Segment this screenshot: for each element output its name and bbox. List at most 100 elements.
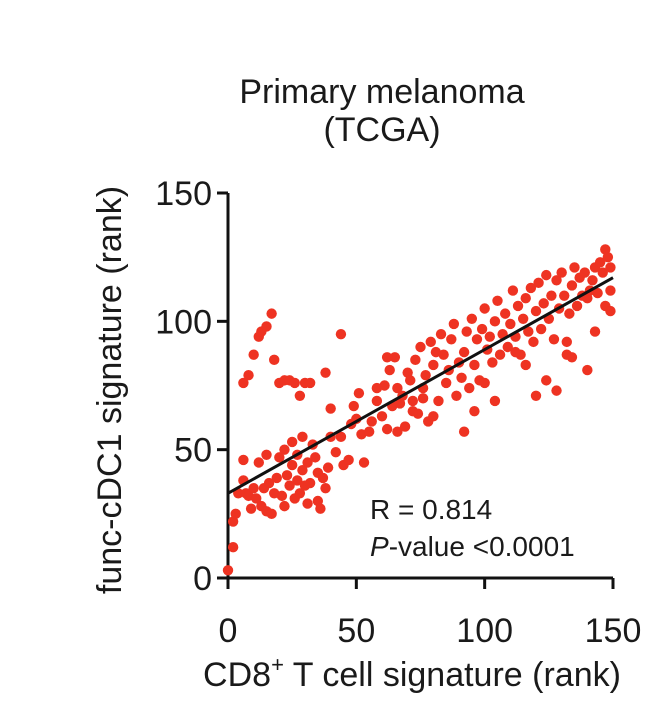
data-point [381, 352, 393, 363]
data-point [381, 423, 393, 435]
data-point [230, 508, 241, 520]
data-point [353, 388, 365, 399]
data-point [589, 326, 601, 337]
data-point [433, 395, 444, 407]
data-point [546, 290, 557, 301]
data-point [533, 277, 544, 289]
data-point [399, 421, 411, 432]
data-point [389, 352, 401, 363]
pvalue-annotation: P-value <0.0001 [370, 531, 575, 562]
data-point [371, 395, 383, 407]
y-tick-label: 150 [155, 175, 212, 213]
data-point [458, 426, 470, 437]
data-point [417, 393, 429, 404]
data-point [284, 480, 295, 491]
data-point [605, 262, 616, 273]
data-point [535, 323, 547, 335]
data-point [310, 452, 321, 463]
data-point [548, 334, 560, 345]
data-point [428, 359, 439, 371]
data-point [376, 411, 388, 422]
data-point [551, 275, 562, 286]
data-point [335, 328, 347, 340]
data-point [269, 354, 280, 366]
data-points [222, 244, 616, 576]
data-point [551, 385, 562, 396]
data-point [451, 390, 462, 401]
data-point [592, 287, 603, 299]
y-tick-label: 50 [174, 432, 212, 470]
data-point [520, 293, 531, 304]
data-point [274, 452, 285, 463]
data-point [294, 488, 306, 499]
data-point [510, 346, 521, 358]
x-tick-label: 50 [337, 612, 375, 650]
data-point [253, 457, 264, 468]
data-point [405, 375, 416, 386]
data-point [261, 321, 272, 332]
data-point [238, 454, 249, 466]
data-point [271, 472, 282, 484]
data-point [438, 349, 449, 360]
data-point [479, 303, 490, 314]
data-point [302, 498, 313, 509]
data-point [502, 341, 513, 353]
data-point [469, 359, 480, 371]
data-point [458, 346, 470, 358]
data-point [525, 282, 537, 294]
data-point [476, 323, 488, 335]
data-point [243, 370, 254, 381]
data-point [446, 334, 457, 345]
data-point [304, 477, 316, 489]
data-point [448, 318, 460, 330]
data-point [528, 336, 539, 348]
data-point [392, 426, 403, 437]
data-point [366, 416, 377, 427]
data-point [281, 470, 293, 481]
data-point [530, 305, 542, 317]
data-point [466, 313, 478, 324]
data-point [289, 377, 300, 389]
data-point [605, 285, 616, 296]
data-point [500, 308, 511, 319]
data-point [523, 326, 534, 337]
data-point [556, 267, 567, 278]
data-point [335, 431, 347, 443]
data-point [425, 336, 436, 348]
data-point [266, 508, 277, 520]
data-point [464, 382, 475, 394]
data-point [320, 367, 331, 378]
data-point [579, 267, 590, 278]
data-point [564, 308, 575, 319]
data-point [512, 300, 524, 312]
data-point [487, 357, 498, 368]
x-tick-label: 150 [585, 612, 642, 650]
data-point [330, 447, 341, 458]
data-point [222, 565, 234, 576]
data-point [469, 405, 480, 417]
regression-line [227, 276, 614, 495]
data-point [286, 436, 298, 448]
data-point [248, 482, 259, 494]
data-point [541, 269, 552, 281]
data-point [320, 482, 331, 494]
data-point [315, 503, 326, 514]
data-point [479, 377, 490, 389]
data-point [263, 477, 275, 489]
data-point [484, 331, 495, 342]
y-tick-label: 0 [193, 560, 212, 598]
data-point [292, 475, 303, 486]
data-point [440, 377, 452, 389]
data-point [294, 390, 306, 401]
data-point [286, 459, 298, 471]
x-tick-label: 0 [219, 612, 238, 650]
chart-title-line1: Primary melanoma [239, 73, 524, 111]
chart-title-line2: (TCGA) [323, 111, 440, 149]
data-point [507, 285, 519, 296]
data-point [371, 382, 383, 394]
data-point [489, 316, 501, 327]
data-point [566, 352, 578, 363]
data-point [279, 444, 290, 455]
data-point [559, 290, 570, 301]
data-point [561, 336, 572, 348]
